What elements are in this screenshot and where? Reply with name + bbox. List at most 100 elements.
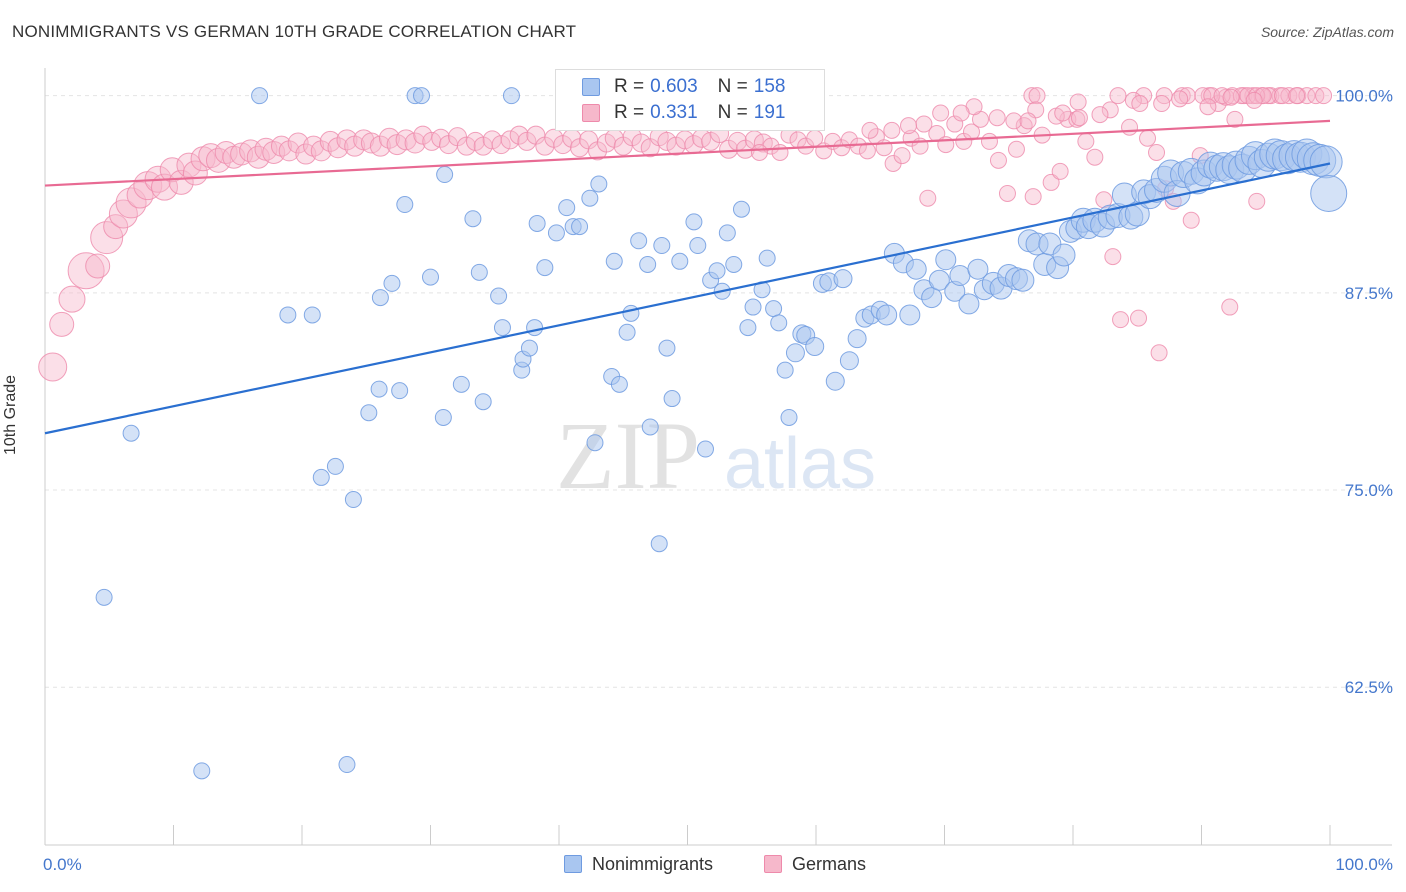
nonimmigrants-point	[685, 213, 703, 231]
nonimmigrants-point	[1011, 268, 1035, 292]
germans-point	[1104, 248, 1122, 266]
nonimmigrants-point	[303, 306, 321, 324]
germans-point	[49, 311, 75, 337]
germans-points	[38, 87, 1333, 382]
axes	[44, 68, 1392, 846]
germans-point	[85, 253, 111, 279]
nonimmigrants-point	[935, 249, 957, 271]
germans-point	[1070, 109, 1088, 127]
germans-point	[90, 221, 124, 255]
germans-point	[900, 117, 918, 135]
germans-point	[883, 121, 901, 139]
germans-trend-line	[44, 119, 1331, 187]
nonimmigrants-point	[921, 287, 943, 309]
germans-point	[1150, 344, 1168, 362]
nonimmigrants-point	[413, 87, 431, 105]
nonimmigrants-point	[696, 440, 714, 458]
germans-point	[631, 133, 651, 153]
bottom-legend-germans: Germans	[764, 852, 866, 876]
nonimmigrants-point	[833, 269, 853, 289]
nonimmigrants-point	[847, 329, 867, 349]
germans-point	[1112, 311, 1130, 329]
watermark-atlas: atlas	[724, 424, 876, 504]
nonimmigrants-point	[251, 87, 269, 105]
germans-point	[1245, 91, 1263, 109]
trend-lines	[44, 119, 1331, 435]
germans-point	[932, 104, 950, 122]
nonimmigrants-point	[1309, 145, 1343, 179]
nonimmigrants-point	[434, 408, 452, 426]
legend-swatch-pink	[582, 104, 600, 122]
nonimmigrants-point	[770, 314, 788, 332]
x-tick-label-max: 100.0%	[1335, 855, 1393, 874]
nonimmigrants-point	[805, 336, 825, 356]
nonimmigrants-point	[312, 468, 330, 486]
nonimmigrants-point	[436, 166, 454, 184]
nonimmigrants-point	[653, 237, 671, 255]
germans-point	[1222, 88, 1240, 106]
germans-point	[952, 104, 970, 122]
nonimmigrants-point	[338, 756, 356, 774]
nonimmigrants-point	[1310, 174, 1348, 212]
chart-title: NONIMMIGRANTS VS GERMAN 10TH GRADE CORRE…	[12, 22, 577, 41]
nonimmigrants-point	[776, 361, 794, 379]
germans-point	[1221, 298, 1239, 316]
nonimmigrants-point	[452, 375, 470, 393]
germans-point	[861, 121, 879, 139]
nonimmigrants-point	[526, 319, 544, 337]
germans-point	[919, 189, 937, 207]
germans-point	[176, 152, 202, 178]
nonimmigrants-point	[905, 258, 927, 280]
nonimmigrants-point	[744, 298, 762, 316]
nonimmigrants-point	[663, 390, 681, 408]
germans-point	[1135, 87, 1153, 105]
germans-point	[988, 109, 1006, 127]
germans-point	[1068, 110, 1086, 128]
germans-point	[103, 214, 129, 240]
nonimmigrants-point	[326, 457, 344, 475]
nonimmigrants-point	[639, 255, 657, 273]
nonimmigrants-point	[689, 237, 707, 255]
germans-point	[1248, 87, 1266, 105]
germans-point	[500, 130, 520, 150]
germans-point	[998, 184, 1016, 202]
nonimmigrants-trend-line	[44, 162, 1331, 435]
nonimmigrants-point	[650, 535, 668, 553]
germans-point	[771, 143, 789, 161]
germans-point	[1019, 112, 1037, 130]
germans-point	[980, 132, 998, 150]
germans-point	[1254, 87, 1272, 105]
nonimmigrants-point	[391, 382, 409, 400]
legend-r-label: R =	[614, 102, 645, 123]
germans-point	[989, 151, 1007, 169]
germans-point	[750, 143, 768, 161]
nonimmigrants-point	[547, 224, 565, 242]
legend-row-germans: R = 0.331 N = 191	[556, 100, 785, 126]
nonimmigrants-point	[474, 393, 492, 411]
germans-point	[915, 115, 933, 133]
legend-swatch-blue	[582, 78, 600, 96]
nonimmigrants-point	[558, 199, 576, 217]
nonimmigrants-point	[725, 255, 743, 273]
nonimmigrants-point	[671, 252, 689, 270]
nonimmigrants-point	[422, 268, 439, 286]
nonimmigrants-point	[928, 269, 950, 291]
nonimmigrants-point	[464, 210, 482, 228]
germans-point	[115, 187, 147, 219]
germans-point	[1148, 143, 1166, 161]
nonimmigrants-point	[780, 408, 798, 426]
germans-point	[295, 143, 317, 165]
germans-point	[456, 136, 476, 156]
germans-point	[38, 352, 68, 382]
source-label: Source: ZipAtlas.com	[1260, 24, 1394, 40]
germans-point	[1203, 87, 1221, 105]
germans-point	[491, 135, 511, 155]
nonimmigrants-point	[739, 319, 757, 337]
nonimmigrants-point	[370, 380, 388, 398]
germans-point	[1028, 87, 1046, 105]
bottom-legend-label: Germans	[792, 853, 867, 874]
germans-point	[1213, 87, 1231, 105]
germans-point	[1086, 148, 1104, 166]
germans-point	[1248, 192, 1266, 210]
